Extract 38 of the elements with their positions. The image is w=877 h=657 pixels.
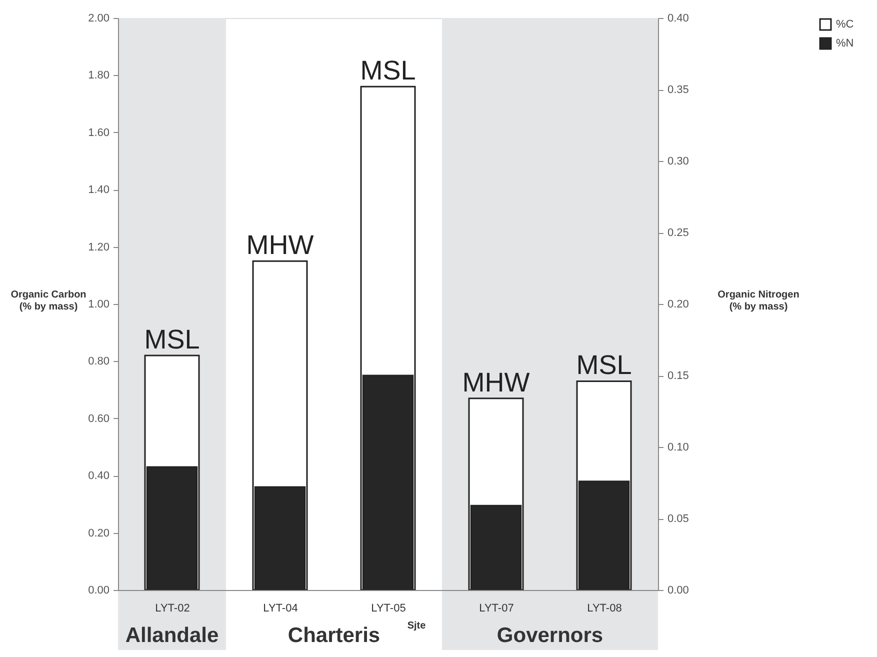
y-tick-label: 0.20 [88,527,110,540]
y2-tick-label: 0.30 [668,156,689,168]
x-tick-label: LYT-05 [371,602,406,614]
y2-tick-label: 0.25 [668,227,689,239]
y-tick-label: 0.40 [88,470,110,482]
x-tick-label: LYT-08 [587,602,622,614]
y2-tick-label: 0.35 [668,84,689,96]
data-label: MSL [144,324,200,354]
y2-tick-label: 0.15 [668,370,689,382]
data-label: MSL [576,350,632,380]
data-label: MHW [462,367,530,398]
y-tick-label: 1.20 [88,241,110,254]
band-label: Governors [496,624,604,647]
data-label: MSL [360,56,416,86]
x-tick-label: LYT-07 [479,602,514,614]
legend-label: %C [836,18,854,30]
y2-tick-label: 0.05 [668,513,689,525]
x-axis-title: Sjte [407,620,426,632]
y-tick-label: 1.60 [88,126,110,139]
data-label: MHW [246,230,314,260]
y-tick-label: 0.00 [88,584,110,596]
y-tick-label: 1.00 [88,298,110,310]
y-tick-label: 1.80 [88,70,110,82]
legend-label: %N [836,38,854,50]
y-tick-label: 2.00 [88,12,110,24]
y-tick-label: 0.80 [88,356,110,368]
y2-tick-label: 0.40 [668,12,689,24]
y2-tick-label: 0.10 [668,442,689,454]
y2-axis-title: Organic Nitrogen (% by mass) [718,290,800,312]
y2-tick-label: 0.00 [668,584,689,596]
text: Charteris [288,624,380,647]
band-label: Allandale [125,624,219,647]
y-axis-title: Organic Carbon (% by mass) [10,290,86,312]
x-tick-label: LYT-02 [155,602,190,614]
y2-tick-label: 0.20 [668,298,689,310]
y-tick-label: 1.40 [88,184,110,196]
y-tick-label: 0.60 [88,412,110,425]
x-tick-label: LYT-04 [263,602,298,614]
